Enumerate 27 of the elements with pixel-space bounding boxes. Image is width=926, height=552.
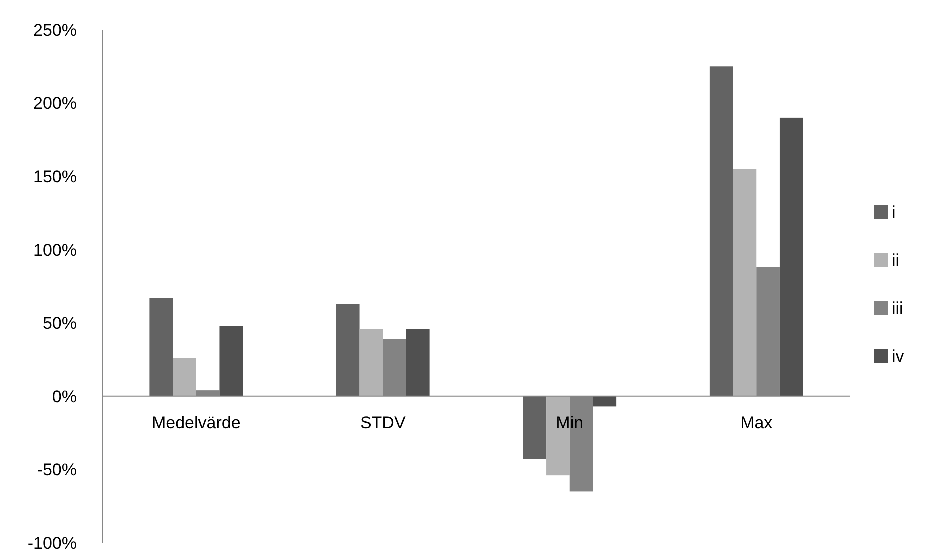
legend-label: iii [892,298,904,318]
bar [710,66,734,396]
legend-label: iv [892,346,905,366]
y-tick-label: 0% [52,387,77,406]
x-tick-label: Min [556,413,584,432]
y-tick-label: -50% [37,460,77,480]
y-tick-label: 100% [34,240,77,260]
bar [406,329,430,396]
bar [173,358,196,396]
y-tick-label: 250% [34,20,77,40]
y-tick-label: -100% [28,534,77,552]
x-tick-label: Max [740,413,774,432]
bar [360,329,384,396]
y-tick-label: 50% [42,314,77,334]
bar [336,304,360,396]
x-tick-label: Medelvärde [152,413,241,432]
legend-label: i [892,202,896,222]
bar [593,396,617,407]
bar [523,396,547,460]
bar [220,326,244,396]
bar [150,298,174,396]
x-tick-label: STDV [360,413,406,432]
y-tick-label: 200% [34,94,77,114]
bar [780,118,804,396]
y-tick-label: 150% [34,168,77,187]
bar [733,169,757,396]
legend-label: ii [892,250,900,270]
